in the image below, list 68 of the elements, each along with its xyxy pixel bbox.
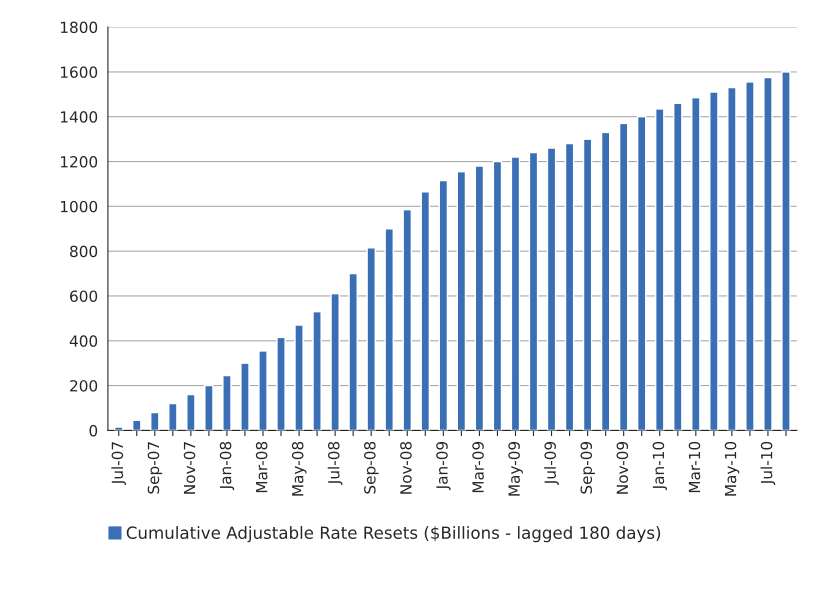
bar: [582, 138, 592, 430]
bar: [294, 324, 304, 430]
x-tick-label: Jul-07: [111, 442, 126, 486]
bar: [366, 247, 376, 430]
bar: [618, 122, 628, 430]
x-tick-label: Jan-09: [436, 442, 451, 490]
bar: [402, 209, 412, 430]
y-tick-label: 400: [70, 335, 98, 347]
x-tick-label: Jul-09: [544, 442, 559, 486]
bar: [600, 132, 610, 430]
bar: [510, 156, 520, 430]
bar: [654, 108, 664, 430]
legend-label: Cumulative Adjustable Rate Resets ($Billions - lagged 180 days): [126, 526, 660, 542]
bar: [204, 384, 214, 430]
bar: [114, 426, 124, 430]
bar: [456, 170, 466, 430]
x-tick-label: Sep-09: [580, 442, 595, 494]
bar: [564, 142, 574, 430]
x-tick-label: Jan-08: [220, 442, 234, 490]
bar: [438, 180, 448, 430]
x-tick-label: Nov-07: [184, 442, 196, 494]
y-tick-label: 600: [70, 290, 98, 302]
bar: [636, 116, 646, 430]
x-tick-label: Jan-10: [652, 442, 668, 490]
bar: [276, 336, 286, 430]
x-tick-label: Jul-10: [760, 442, 776, 486]
x-tick-label: May-08: [292, 442, 306, 496]
y-tick-label: 1600: [60, 66, 98, 78]
x-tick-label: Mar-09: [472, 442, 484, 492]
y-tick-label: 1800: [60, 22, 98, 34]
x-tick-label: Mar-10: [688, 442, 700, 492]
bar: [330, 293, 340, 430]
x-tick-label: Jul-08: [328, 442, 342, 486]
y-tick-label: 1200: [60, 156, 98, 168]
bar: [691, 96, 701, 430]
bar: [763, 76, 773, 430]
bar: [348, 272, 358, 430]
y-tick-label: 200: [70, 380, 98, 392]
bar: [132, 420, 142, 430]
bar: [168, 402, 178, 430]
bar: [312, 310, 322, 430]
bar: [420, 191, 430, 430]
y-tick-label: 1400: [60, 111, 98, 123]
x-tick-label: Sep-08: [364, 442, 379, 494]
x-tick-label: Sep-07: [148, 442, 162, 494]
bar: [745, 81, 755, 430]
bar: [240, 362, 250, 430]
bar: [258, 350, 268, 430]
x-tick-label: May-09: [508, 442, 523, 496]
bar: [709, 91, 719, 430]
x-tick-label: May-10: [724, 442, 740, 496]
bar: [727, 86, 737, 430]
y-tick-label: 800: [70, 246, 98, 258]
x-tick-label: Nov-08: [400, 442, 412, 494]
bar: [781, 71, 791, 430]
bar: [186, 394, 196, 430]
x-tick-label: Mar-08: [256, 442, 268, 492]
bar: [673, 102, 683, 430]
bar: [474, 165, 484, 430]
bar: [150, 412, 160, 430]
bar: [546, 147, 556, 430]
bar: [384, 228, 394, 430]
x-tick-label: Nov-09: [616, 442, 628, 494]
bar: [528, 152, 538, 430]
bar: [492, 160, 502, 430]
bar: [222, 374, 232, 430]
y-tick-label: 1000: [60, 200, 98, 212]
y-tick-label: 0: [89, 424, 98, 436]
